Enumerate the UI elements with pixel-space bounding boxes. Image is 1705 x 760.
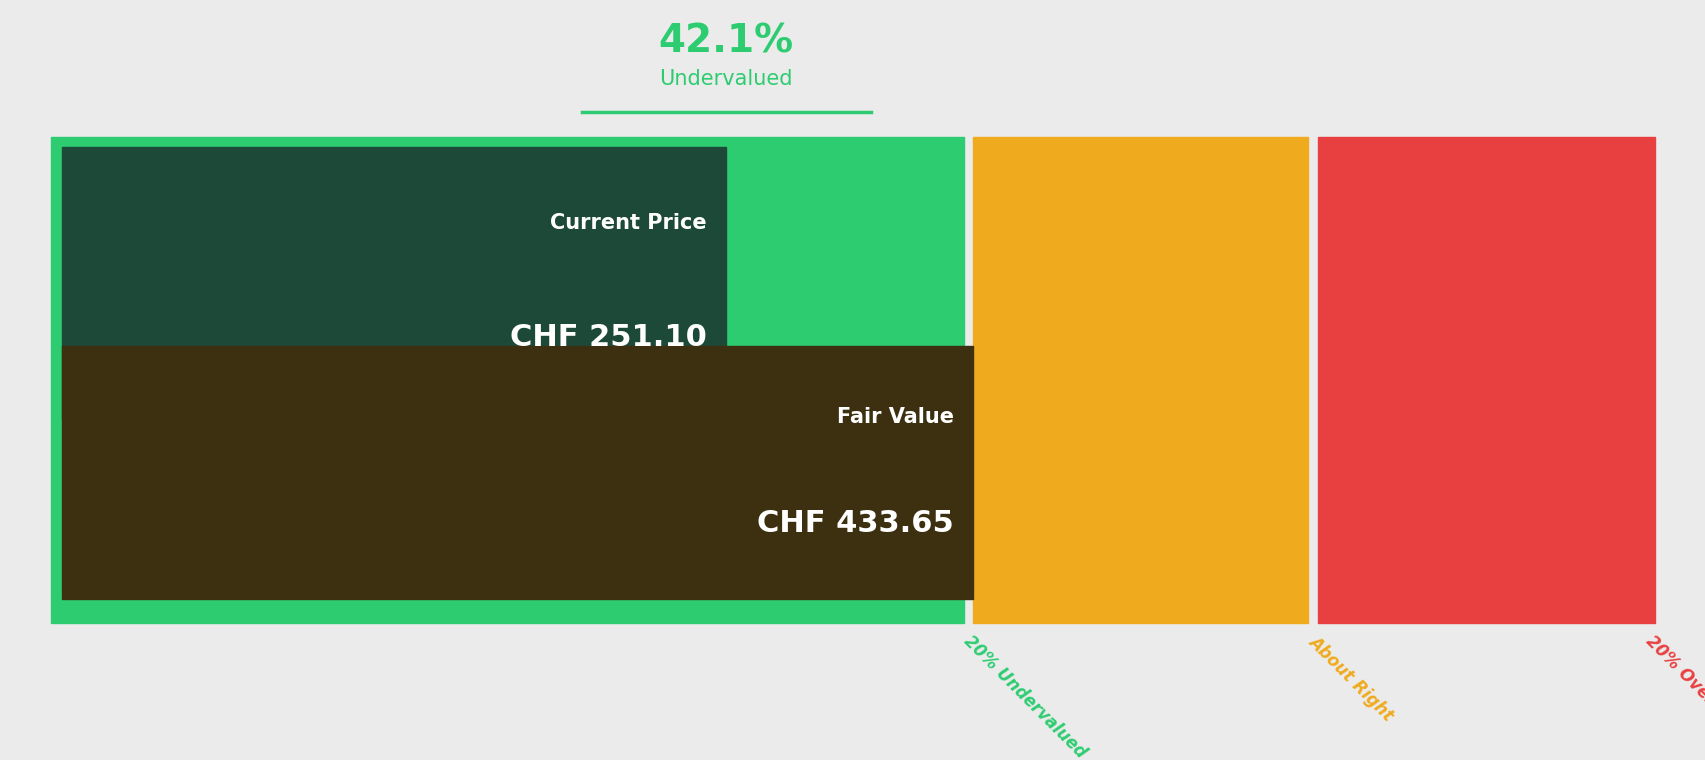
Text: CHF 433.65: CHF 433.65 bbox=[757, 508, 953, 537]
Bar bbox=[63, 147, 726, 419]
Text: Current Price: Current Price bbox=[551, 213, 706, 233]
Bar bbox=[1318, 137, 1654, 623]
Text: Undervalued: Undervalued bbox=[660, 69, 793, 90]
Text: About Right: About Right bbox=[1304, 632, 1396, 724]
Text: CHF 251.10: CHF 251.10 bbox=[510, 323, 706, 352]
Bar bbox=[972, 137, 1308, 623]
Text: 20% Overvalued: 20% Overvalued bbox=[1642, 632, 1705, 753]
Text: 42.1%: 42.1% bbox=[658, 22, 793, 60]
Text: Fair Value: Fair Value bbox=[837, 407, 953, 427]
Bar bbox=[63, 346, 972, 599]
Text: 20% Undervalued: 20% Undervalued bbox=[960, 632, 1089, 760]
Bar bbox=[51, 137, 963, 623]
